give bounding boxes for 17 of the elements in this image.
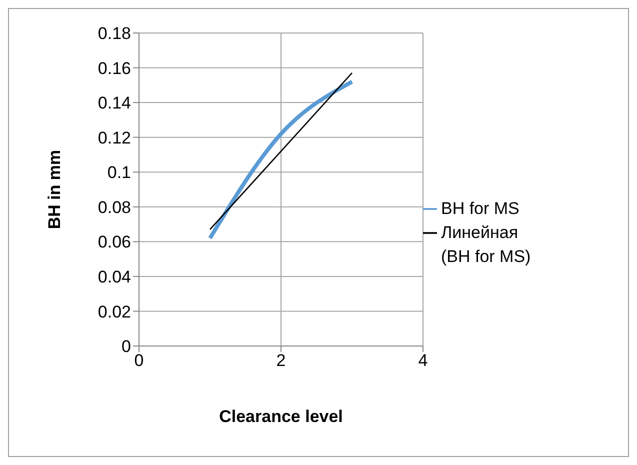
legend-label: BH for MS [441,198,520,220]
y-tick-label: 0.08 [98,198,131,217]
y-tick-label: 0.02 [98,302,131,322]
y-tick-label: 0.16 [98,58,131,78]
y-tick-label: 0 [122,337,131,356]
x-axis-title: Clearance level [219,407,343,426]
legend-label: Линейная (BH for MS) [441,222,532,268]
y-tick-label: 0.06 [98,232,131,252]
y-tick-label: 0.04 [98,267,131,286]
x-tick-label: 2 [276,351,286,370]
x-tick-label: 4 [418,351,428,370]
y-axis-title: BH in mm [45,150,64,230]
y-tick-label: 0.14 [98,94,131,113]
y-tick-label: 0.18 [98,24,131,44]
y-tick-label: 0.12 [98,128,131,148]
x-tick-label: 0 [134,351,144,370]
y-tick-label: 0.1 [107,163,131,182]
